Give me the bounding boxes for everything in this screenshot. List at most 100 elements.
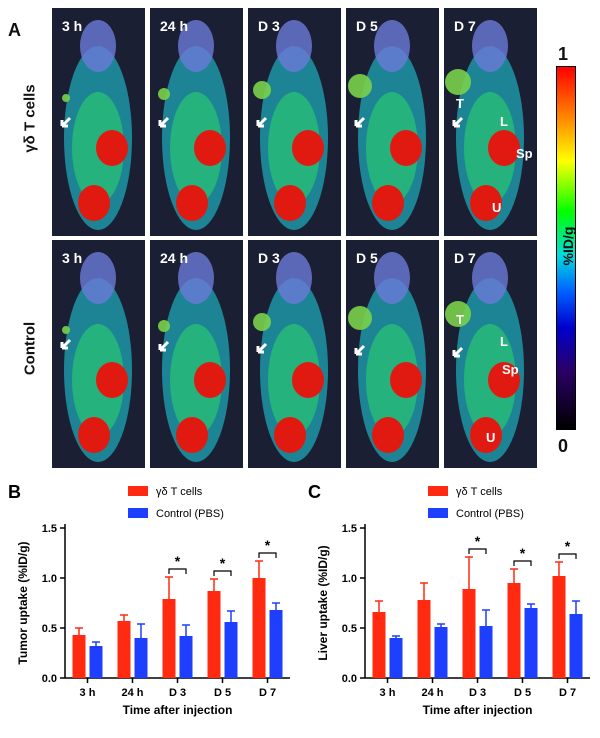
arrow-icon [60, 338, 72, 350]
bar [134, 638, 148, 678]
bladder-hotspot [274, 185, 306, 221]
liver-hotspot [488, 130, 520, 166]
time-label: D 3 [258, 18, 280, 34]
legend-label: Control (PBS) [156, 508, 224, 520]
pet-image-gd-2: 24 h [150, 8, 243, 236]
liver-hotspot [292, 362, 324, 398]
significance-star: * [475, 533, 481, 549]
significance-bracket [168, 568, 187, 574]
bar [72, 635, 86, 678]
bar [269, 610, 283, 678]
y-tick-label: 1.0 [42, 573, 57, 585]
arrow-icon [452, 116, 464, 128]
pet-image-panel: 3 h 24 h D 3 D 5 D 7 T L Sp U 3 h 24 h D… [52, 8, 540, 468]
mouse-scan [60, 20, 132, 230]
head-glow [276, 252, 312, 304]
bar [479, 626, 493, 678]
panel-letter: B [8, 482, 21, 502]
tumor-glow [445, 69, 471, 95]
bar [552, 576, 566, 678]
time-label: 24 h [160, 18, 189, 34]
tumor-glow [158, 88, 170, 100]
row-label-control: Control [21, 321, 39, 376]
liver-hotspot [390, 362, 422, 398]
time-label: D 7 [454, 18, 476, 34]
time-label: D 5 [356, 18, 378, 34]
bar [524, 608, 538, 678]
significance-bracket [258, 552, 277, 558]
significance-bracket [513, 560, 532, 566]
bar [372, 612, 386, 678]
bladder-hotspot [176, 417, 208, 453]
bar [207, 591, 221, 678]
bladder-hotspot [470, 417, 502, 453]
mouse-scan [445, 20, 524, 230]
arrow-icon [60, 116, 72, 128]
liver-hotspot [96, 130, 128, 166]
organ-label-spleen: Sp [516, 146, 533, 161]
bar [179, 636, 193, 678]
significance-bracket [558, 553, 577, 559]
y-axis-label: Tumor uptake (%ID/g) [16, 541, 30, 664]
bladder-hotspot [372, 417, 404, 453]
bar [417, 600, 431, 678]
arrow-icon [354, 344, 366, 356]
head-glow [374, 20, 410, 72]
bar [252, 578, 266, 678]
y-tick-label: 0.0 [42, 673, 57, 685]
time-label: D 3 [258, 250, 280, 266]
time-label: 3 h [62, 18, 83, 34]
pet-image-ctrl-3: D 3 [248, 240, 341, 468]
x-tick-label: D 7 [259, 687, 276, 699]
head-glow [178, 20, 214, 72]
y-axis-label: Liver uptake (%ID/g) [316, 545, 330, 660]
arrow-icon [256, 342, 268, 354]
bar [117, 621, 131, 678]
legend-label: γδ T cells [156, 486, 203, 498]
mouse-scan [348, 20, 426, 230]
y-tick-label: 0.5 [42, 623, 57, 635]
x-axis-label: Time after injection [423, 703, 533, 717]
x-tick-label: D 3 [169, 687, 186, 699]
arrow-icon [256, 116, 268, 128]
arrow-icon [158, 116, 170, 128]
bar [389, 638, 403, 678]
tumor-glow [62, 94, 70, 102]
organ-label-bladder: U [486, 430, 496, 445]
legend-swatch [128, 486, 148, 496]
liver-hotspot [488, 362, 520, 398]
panel-a-letter: A [8, 20, 21, 40]
mouse-scan [253, 252, 328, 462]
bar [462, 589, 476, 678]
organ-label-liver: L [500, 334, 508, 349]
legend-swatch [428, 508, 448, 518]
x-axis-label: Time after injection [123, 703, 233, 717]
bladder-hotspot [78, 417, 110, 453]
legend-swatch [128, 508, 148, 518]
pet-image-ctrl-5: D 7 T L Sp U [444, 240, 537, 468]
head-glow [178, 252, 214, 304]
y-tick-label: 1.5 [42, 523, 57, 535]
time-label: 3 h [62, 250, 83, 266]
legend-label: γδ T cells [456, 486, 503, 498]
panel-letter: C [308, 482, 321, 502]
pet-image-ctrl-4: D 5 [346, 240, 439, 468]
liver-hotspot [96, 362, 128, 398]
x-tick-label: D 5 [214, 687, 231, 699]
organ-label-spleen: Sp [502, 362, 519, 377]
x-tick-label: 3 h [380, 687, 396, 699]
pet-image-gd-3: D 3 [248, 8, 341, 236]
x-tick-label: D 3 [469, 687, 486, 699]
head-glow [80, 252, 116, 304]
bar [569, 614, 583, 678]
colorbar-max-label: 1 [558, 44, 569, 64]
significance-star: * [520, 545, 526, 561]
mouse-scan [158, 20, 230, 230]
liver-hotspot [390, 130, 422, 166]
y-tick-label: 0.5 [342, 623, 357, 635]
legend-label: Control (PBS) [456, 508, 524, 520]
x-tick-label: 24 h [421, 687, 443, 699]
x-tick-label: D 7 [559, 687, 576, 699]
tumor-glow [348, 306, 372, 330]
